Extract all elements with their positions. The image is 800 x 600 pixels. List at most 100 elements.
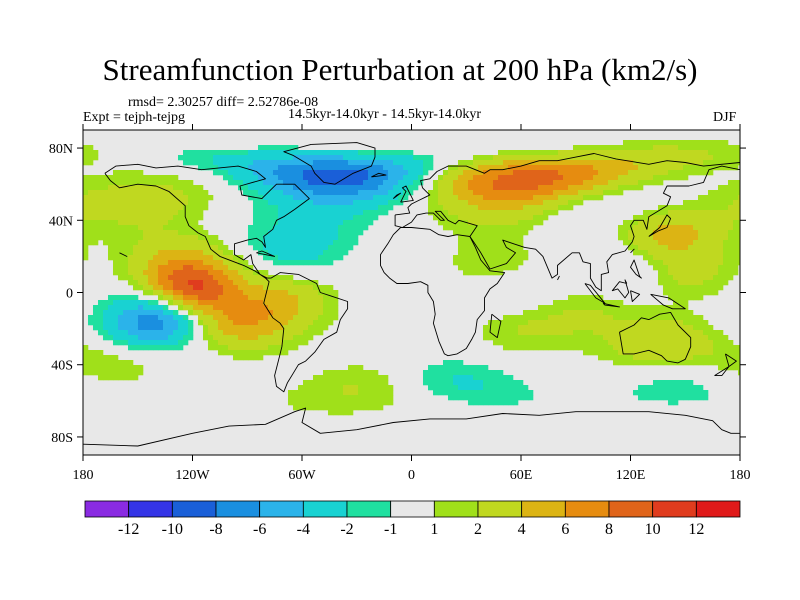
field-cell xyxy=(158,290,164,296)
field-cell xyxy=(498,230,504,236)
field-cell xyxy=(488,210,494,216)
field-cell xyxy=(398,175,404,181)
field-cell xyxy=(228,315,234,321)
field-cell xyxy=(483,245,489,251)
field-cell xyxy=(193,285,199,291)
field-cell xyxy=(123,210,129,216)
field-cell xyxy=(318,395,324,401)
field-cell xyxy=(128,320,134,326)
field-cell xyxy=(268,235,274,241)
field-cell xyxy=(513,260,519,266)
field-cell xyxy=(648,350,654,356)
colorbar-swatch xyxy=(302,500,348,518)
field-cell xyxy=(308,290,314,296)
field-cell xyxy=(273,150,279,156)
field-cell xyxy=(703,230,709,236)
field-cell xyxy=(438,180,444,186)
field-cell xyxy=(313,395,319,401)
field-cell xyxy=(598,180,604,186)
field-cell xyxy=(213,310,219,316)
field-cell xyxy=(478,380,484,386)
field-cell xyxy=(608,145,614,151)
field-cell xyxy=(113,230,119,236)
field-cell xyxy=(508,200,514,206)
field-cell xyxy=(118,360,124,366)
field-cell xyxy=(658,205,664,211)
field-cell xyxy=(193,235,199,241)
field-cell xyxy=(113,370,119,376)
field-cell xyxy=(708,265,714,271)
field-cell xyxy=(483,200,489,206)
field-cell xyxy=(278,305,284,311)
field-cell xyxy=(153,195,159,201)
field-cell xyxy=(538,180,544,186)
field-cell xyxy=(663,320,669,326)
field-cell xyxy=(388,205,394,211)
colorbar-label: -8 xyxy=(209,521,222,538)
field-cell xyxy=(413,155,419,161)
field-cell xyxy=(663,205,669,211)
field-cell xyxy=(488,165,494,171)
field-cell xyxy=(293,390,299,396)
field-cell xyxy=(528,310,534,316)
field-cell xyxy=(698,195,704,201)
field-cell xyxy=(298,245,304,251)
field-cell xyxy=(158,280,164,286)
field-cell xyxy=(638,315,644,321)
field-cell xyxy=(313,375,319,381)
field-cell xyxy=(483,335,489,341)
field-cell xyxy=(683,325,689,331)
field-cell xyxy=(628,315,634,321)
field-cell xyxy=(318,180,324,186)
field-cell xyxy=(228,250,234,256)
field-cell xyxy=(318,240,324,246)
field-cell xyxy=(228,300,234,306)
field-cell xyxy=(158,335,164,341)
field-cell xyxy=(708,210,714,216)
field-cell xyxy=(363,150,369,156)
field-cell xyxy=(528,165,534,171)
field-cell xyxy=(548,160,554,166)
field-cell xyxy=(568,185,574,191)
field-cell xyxy=(178,285,184,291)
field-cell xyxy=(543,305,549,311)
field-cell xyxy=(173,320,179,326)
field-cell xyxy=(718,145,724,151)
field-cell xyxy=(738,350,740,356)
field-cell xyxy=(308,230,314,236)
x-tick-label: 180 xyxy=(73,468,94,483)
field-cell xyxy=(198,210,204,216)
field-cell xyxy=(488,375,494,381)
field-cell xyxy=(258,215,264,221)
field-cell xyxy=(698,385,704,391)
field-cell xyxy=(368,385,374,391)
field-cell xyxy=(133,375,139,381)
field-cell xyxy=(473,155,479,161)
field-cell xyxy=(658,175,664,181)
field-cell xyxy=(513,160,519,166)
field-cell xyxy=(568,155,574,161)
field-cell xyxy=(673,285,679,291)
field-cell xyxy=(213,335,219,341)
field-cell xyxy=(323,320,329,326)
field-cell xyxy=(298,220,304,226)
field-cell xyxy=(233,295,239,301)
field-cell xyxy=(493,255,499,261)
field-cell xyxy=(188,240,194,246)
field-cell xyxy=(193,190,199,196)
field-cell xyxy=(288,190,294,196)
field-cell xyxy=(318,195,324,201)
field-cell xyxy=(628,145,634,151)
field-cell xyxy=(568,205,574,211)
field-cell xyxy=(503,400,509,406)
field-cell xyxy=(268,325,274,331)
field-cell xyxy=(533,345,539,351)
field-cell xyxy=(498,255,504,261)
field-cell xyxy=(143,305,149,311)
field-cell xyxy=(533,170,539,176)
field-cell xyxy=(313,150,319,156)
field-cell xyxy=(683,315,689,321)
field-cell xyxy=(393,160,399,166)
field-cell xyxy=(693,355,699,361)
field-cell xyxy=(278,345,284,351)
